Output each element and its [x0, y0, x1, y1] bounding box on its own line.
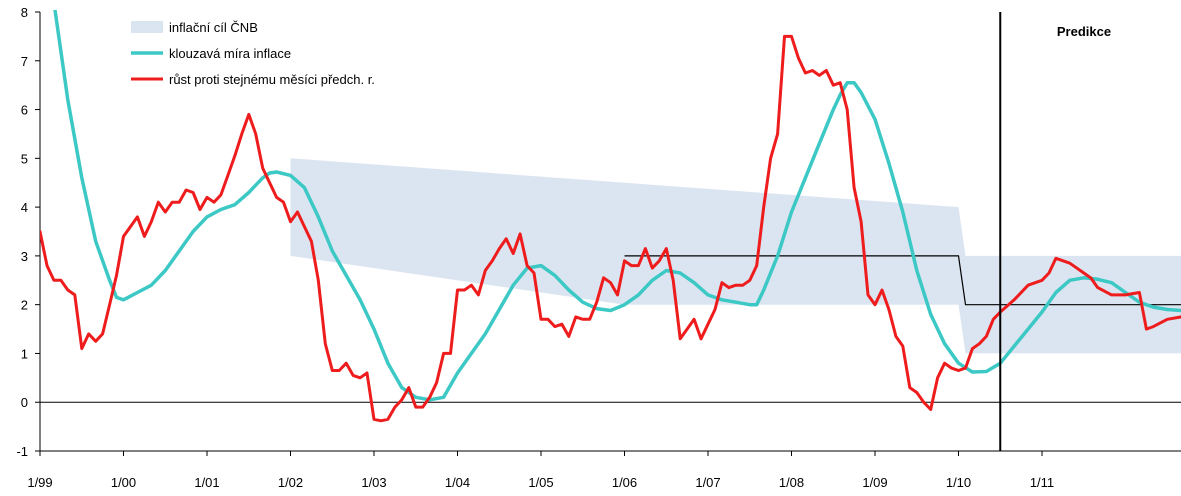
x-tick-label: 1/02	[278, 475, 303, 490]
series-moving-average-line	[53, 10, 1181, 402]
legend-label-yoy-growth: růst proti stejnému měsíci předch. r.	[169, 72, 375, 87]
y-tick-label: 4	[21, 200, 28, 215]
x-tick-label: 1/10	[946, 475, 971, 490]
x-tick-label: 1/05	[528, 475, 553, 490]
legend-label-target-band: inflační cíl ČNB	[169, 20, 258, 35]
y-tick-label: 5	[21, 151, 28, 166]
y-tick-label: 3	[21, 249, 28, 264]
x-tick-label: 1/00	[111, 475, 136, 490]
x-tick-label: 1/04	[445, 475, 470, 490]
y-tick-label: 1	[21, 346, 28, 361]
y-tick-label: -1	[16, 444, 28, 459]
legend: inflační cíl ČNB klouzavá míra inflace r…	[125, 11, 470, 94]
prediction-label: Predikce	[1057, 24, 1111, 39]
x-tick-label: 1/09	[862, 475, 887, 490]
prediction-layer: Predikce	[999, 12, 1111, 451]
y-tick-label: 8	[21, 5, 28, 20]
x-tick-label: 1/06	[612, 475, 637, 490]
axis-layer: -1 0 1 2 3 4 5 6 7 8 1/99 1/00 1/01 1/02 1/03 1/04 1/05 1…	[16, 5, 1181, 490]
y-tick-label: 7	[21, 54, 28, 69]
y-tick-label: 6	[21, 103, 28, 118]
x-tick-label: 1/08	[779, 475, 804, 490]
target-midpoint-line	[624, 255, 1181, 306]
x-tick-label: 1/01	[194, 475, 219, 490]
y-tick-label: 0	[21, 395, 28, 410]
series-layer	[40, 10, 1181, 423]
y-tick-label: 2	[21, 298, 28, 313]
legend-label-moving-average: klouzavá míra inflace	[169, 46, 291, 61]
x-tick-label: 1/03	[361, 475, 386, 490]
target-line-layer	[624, 255, 1181, 306]
legend-background	[125, 11, 470, 94]
x-tick-label: 1/11	[1030, 475, 1054, 490]
series-yoy-growth-line	[40, 34, 1181, 423]
x-tick-label: 1/07	[695, 475, 720, 490]
legend-swatch-target-band	[131, 21, 163, 33]
x-tick-label: 1/99	[27, 475, 52, 490]
